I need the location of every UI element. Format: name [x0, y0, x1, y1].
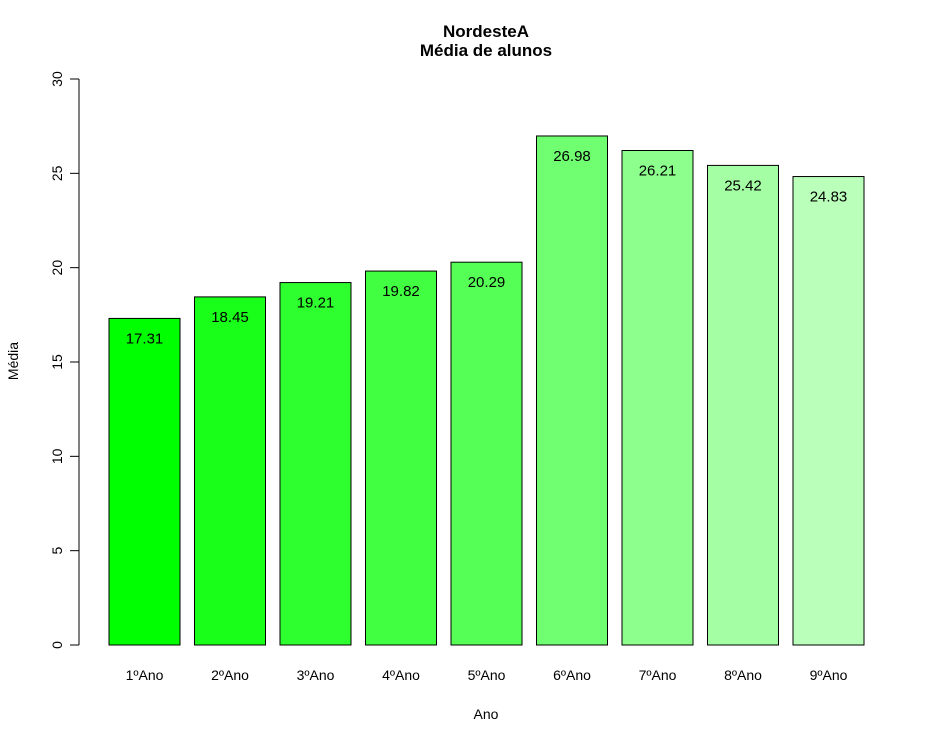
x-tick-label: 4ºAno [382, 667, 420, 683]
x-tick-label: 3ºAno [297, 667, 335, 683]
bar-value-label: 24.83 [810, 189, 848, 206]
y-tick-label: 10 [49, 448, 65, 464]
bar-value-label: 25.42 [724, 177, 762, 194]
bar-value-label: 20.29 [468, 274, 506, 291]
bar-value-label: 18.45 [211, 309, 249, 326]
x-tick-label: 5ºAno [468, 667, 506, 683]
x-tick-label: 2ºAno [211, 667, 249, 683]
y-tick-label: 25 [49, 165, 65, 181]
bar [707, 164, 779, 646]
y-tick-label: 0 [49, 641, 65, 649]
x-tick-label: 6ºAno [553, 667, 591, 683]
bar-value-label: 26.21 [639, 163, 677, 180]
chart-subtitle: Média de alunos [420, 41, 552, 60]
bar [108, 317, 181, 646]
y-tick-label: 15 [49, 354, 65, 370]
bar [194, 296, 266, 646]
bar-value-label: 17.31 [126, 330, 164, 347]
bar [279, 282, 352, 646]
bar-value-label: 19.82 [382, 283, 420, 300]
bar [365, 270, 437, 646]
bar [450, 261, 523, 646]
x-tick-label: 8ºAno [724, 667, 762, 683]
bar [792, 176, 865, 646]
y-tick-label: 5 [49, 547, 65, 555]
x-tick-label: 9ºAno [810, 667, 848, 683]
y-tick-label: 30 [49, 71, 65, 87]
bar-value-label: 26.98 [553, 148, 591, 165]
x-tick-labels: 1ºAno 2ºAno 3ºAno 4ºAno 5ºAno 6ºAno 7ºAno 8ºAno… [126, 667, 848, 683]
y-tick-label: 20 [49, 260, 65, 276]
x-axis-title: Ano [474, 706, 499, 722]
bar [536, 135, 608, 646]
x-tick-label: 7ºAno [639, 667, 677, 683]
bars: 17.31 18.45 19.21 19.82 20.29 26.98 26.21 25.42… [108, 135, 865, 646]
bar [621, 150, 694, 646]
bar-value-label: 19.21 [297, 295, 335, 312]
y-axis-title: Média [5, 342, 21, 380]
y-axis: 0 5 10 15 20 25 30 [49, 71, 80, 649]
chart-title: NordesteA [443, 22, 529, 41]
x-tick-label: 1ºAno [126, 667, 164, 683]
